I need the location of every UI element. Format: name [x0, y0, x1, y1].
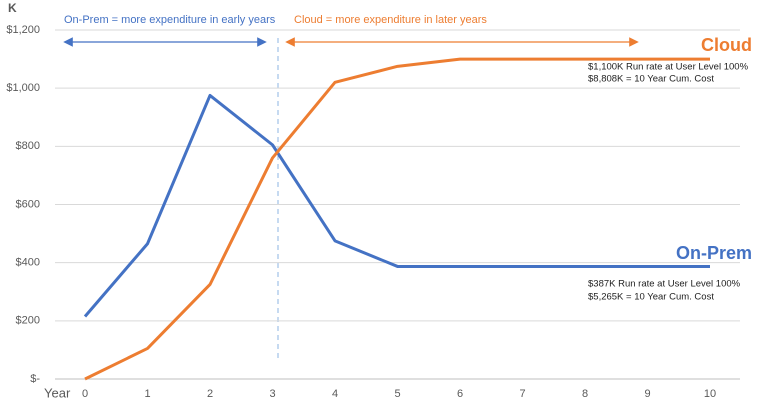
series-label: On-Prem — [676, 243, 752, 263]
y-tick-label: $600 — [16, 198, 40, 210]
x-tick-label: 0 — [82, 388, 88, 400]
x-tick-label: 8 — [582, 388, 588, 400]
series-line — [83, 93, 710, 318]
y-tick-label: $800 — [16, 140, 40, 152]
x-axis-label: Year — [44, 385, 71, 400]
x-tick-label: 2 — [207, 388, 213, 400]
x-tick-label: 5 — [394, 388, 400, 400]
annotation: On-Prem = more expenditure in early year… — [64, 14, 276, 26]
annotation: Cloud = more expenditure in later years — [294, 14, 487, 26]
x-tick-label: 6 — [457, 388, 463, 400]
x-tick-label: 7 — [519, 388, 525, 400]
x-tick-label: 10 — [704, 388, 716, 400]
series-line — [84, 57, 710, 381]
annotation: $387K Run rate at User Level 100% — [588, 279, 741, 290]
y-tick-label: $400 — [16, 257, 40, 269]
y-unit: K — [8, 1, 17, 15]
y-tick-label: $200 — [16, 315, 40, 327]
annotation: $1,100K Run rate at User Level 100% — [588, 62, 749, 73]
annotation: $5,265K = 10 Year Cum. Cost — [588, 292, 714, 303]
y-tick-label: $1,200 — [6, 24, 40, 36]
series-label: Cloud — [701, 35, 752, 55]
x-tick-label: 3 — [269, 388, 275, 400]
annotation: $8,808K = 10 Year Cum. Cost — [588, 74, 714, 85]
x-tick-label: 4 — [332, 388, 338, 400]
y-tick-label: $1,000 — [6, 82, 40, 94]
x-tick-label: 1 — [144, 388, 150, 400]
x-tick-label: 9 — [644, 388, 650, 400]
y-tick-label: $- — [30, 373, 40, 385]
